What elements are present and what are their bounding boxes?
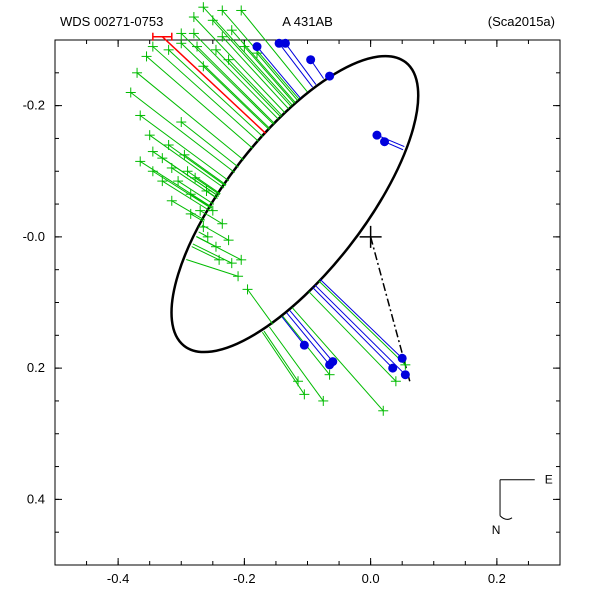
orbit-chart: -0.4-0.20.00.20.40.2-0.0-0.2-0.4WDS 0027… (0, 0, 600, 600)
residual-line (213, 20, 291, 106)
residual-line (192, 247, 219, 260)
obs-dot (328, 357, 337, 366)
compass-e-label: E (545, 473, 553, 487)
obs-dot (398, 354, 407, 363)
obs-dot (300, 341, 309, 350)
x-tick-label: 0.2 (488, 571, 506, 586)
x-tick-label: 0.0 (362, 571, 380, 586)
residual-line (292, 308, 383, 411)
x-tick-label: -0.4 (107, 571, 129, 586)
obs-dot (281, 39, 290, 48)
title-right: (Sca2015a) (488, 14, 555, 29)
obs-dot (253, 42, 262, 51)
obs-dot (325, 72, 334, 81)
obs-dot (372, 131, 381, 140)
residual-line (264, 331, 298, 381)
residual-line (269, 327, 323, 401)
residual-line (194, 17, 285, 113)
residual-line (244, 47, 294, 104)
residual-line (147, 56, 253, 148)
y-tick-label: -0.0 (23, 229, 45, 244)
chart-svg: -0.4-0.20.00.20.40.2-0.0-0.2-0.4WDS 0027… (0, 0, 600, 600)
title-left: WDS 00271-0753 (60, 14, 163, 29)
residual-line (248, 289, 273, 324)
title-center: A 431AB (282, 14, 333, 29)
residual-line (131, 93, 235, 173)
compass-n-label: N (492, 523, 501, 537)
y-tick-label: 0.4 (27, 491, 45, 506)
residual-line (199, 232, 208, 237)
x-tick-label: -0.2 (233, 571, 255, 586)
obs-dot (306, 55, 315, 64)
residual-line (153, 171, 212, 208)
y-tick-label: -0.2 (23, 98, 45, 113)
obs-dot (401, 370, 410, 379)
residual-line (309, 292, 396, 382)
y-tick-label: 0.2 (27, 360, 45, 375)
residual-line (208, 215, 223, 224)
residual-line (150, 135, 224, 188)
obs-dot (380, 137, 389, 146)
obs-dot (388, 364, 397, 373)
